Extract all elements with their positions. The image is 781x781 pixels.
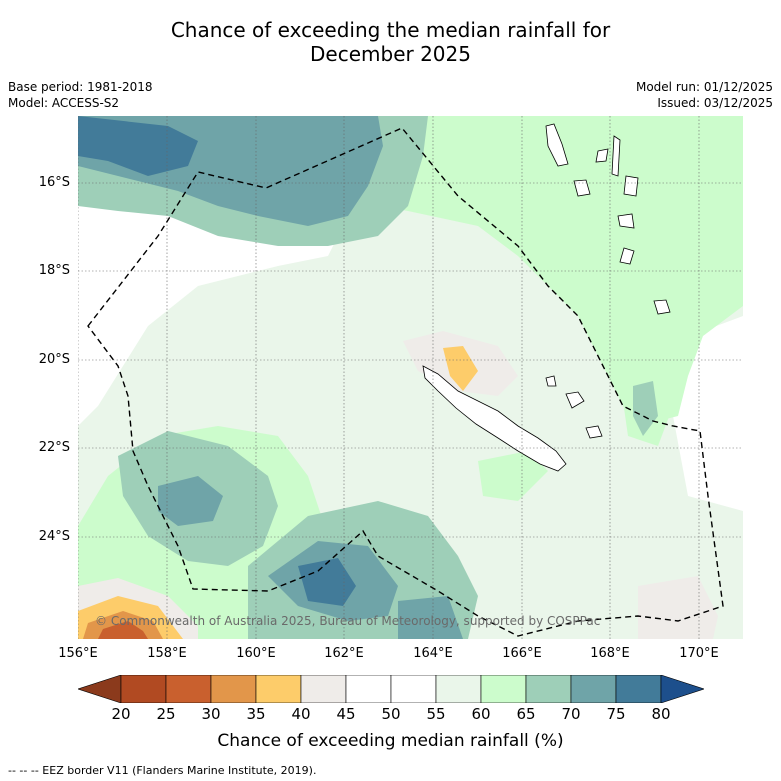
map-gridlines [78,116,743,639]
colorbar-segment-35-40 [255,675,302,703]
colorbar-tick-40: 40 [291,705,311,723]
colorbar-tick-35: 35 [246,705,266,723]
colorbar-tick-25: 25 [156,705,176,723]
lat-label-20s: 20°S [38,352,70,367]
colorbar-segment-45-50 [345,675,392,703]
lat-label-24s: 24°S [38,529,70,544]
colorbar-tick-55: 55 [426,705,446,723]
lon-label-156e: 156°E [58,646,98,661]
lon-label-162e: 162°E [324,646,364,661]
colorbar-segment-40-45 [300,675,347,703]
map-title: Chance of exceeding the median rainfall … [0,18,781,66]
shade-60-65 [78,116,743,426]
run-info: Model run: 01/12/2025 Issued: 03/12/2025 [636,79,773,111]
colorbar-tick-50: 50 [381,705,401,723]
shade-35-40 [443,346,478,391]
model-run-label: Model run: 01/12/2025 [635,80,773,94]
shade-25-30 [98,621,148,639]
new-caledonia-island [422,365,567,472]
issued-label: Issued: 03/12/2025 [657,96,773,110]
base-period-label: Base period: 1981-2018 [8,80,153,94]
colorbar-over [660,675,704,703]
colorbar-title: Chance of exceeding median rainfall (%) [217,731,564,751]
copyright-notice: © Commonwealth of Australia 2025, Bureau… [95,614,601,628]
shade-75-80 [78,116,198,176]
colorbar-segment-60-65 [480,675,527,703]
lat-label-18s: 18°S [38,263,70,278]
lon-label-164e: 164°E [413,646,453,661]
loyalty-islands [545,375,603,439]
eez-legend-note: -- -- -- EEZ border V11 (Flanders Marine… [8,764,317,777]
rainfall-map [78,116,743,639]
shade-40-45-b [638,576,718,639]
map-title-line1: Chance of exceeding the median rainfall … [170,18,611,42]
shade-60-65-d [478,451,548,501]
model-label: Model: ACCESS-S2 [8,96,120,110]
model-info: Base period: 1981-2018 Model: ACCESS-S2 [8,79,153,111]
rainfall-map-svg [78,116,743,639]
colorbar-segment-50-55 [390,675,437,703]
lat-label-16s: 16°S [38,175,70,190]
colorbar-segment-55-60 [435,675,482,703]
shade-65-70-d [633,381,658,436]
map-title-line2: December 2025 [310,42,471,66]
colorbar-tick-65: 65 [516,705,536,723]
shade-75-80-b [298,558,356,606]
vanuatu-islands [545,123,671,315]
lon-label-168e: 168°E [590,646,630,661]
colorbar-tick-70: 70 [561,705,581,723]
colorbar-tick-30: 30 [201,705,221,723]
colorbar-tick-60: 60 [471,705,491,723]
colorbar-tick-80: 80 [651,705,671,723]
colorbar-segment-75-80 [615,675,662,703]
colorbar-tick-20: 20 [111,705,131,723]
shade-70-75-d [398,596,463,639]
colorbar-segment-30-35 [210,675,257,703]
colorbar-under [78,675,122,703]
colorbar-segment-65-70 [525,675,572,703]
lon-label-158e: 158°E [147,646,187,661]
colorbar-segment-70-75 [570,675,617,703]
lon-label-166e: 166°E [502,646,542,661]
colorbar-tick-45: 45 [336,705,356,723]
colorbar-segment-25-30 [165,675,212,703]
lon-label-170e: 170°E [679,646,719,661]
colorbar [78,675,704,703]
shade-70-75-b [158,476,223,526]
lon-label-160e: 160°E [236,646,276,661]
eez-border [87,127,724,637]
colorbar-tick-75: 75 [606,705,626,723]
lat-label-22s: 22°S [38,440,70,455]
colorbar-segment-20-25 [120,675,167,703]
